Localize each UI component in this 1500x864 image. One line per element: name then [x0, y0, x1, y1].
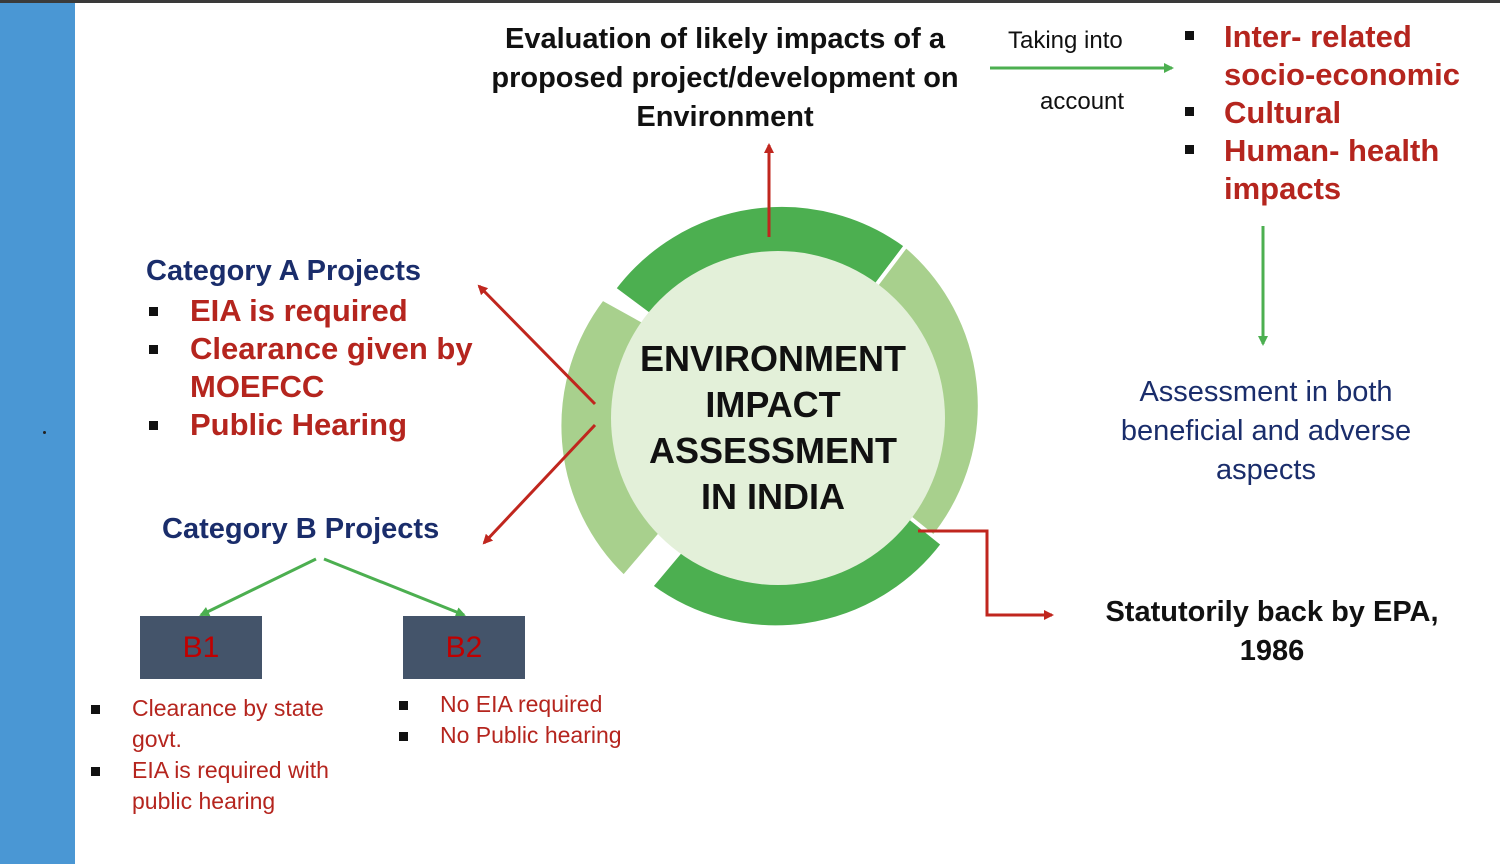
- category-a-title: Category A Projects: [146, 255, 422, 287]
- statutory-line: 1986: [1239, 635, 1305, 667]
- impact-item: Inter- related socio-economic: [1180, 18, 1500, 94]
- stray-mark: [43, 431, 46, 434]
- b2-item: No Public hearing: [398, 720, 658, 751]
- arrow-statutory: [918, 529, 1054, 620]
- impacts-list: Inter- related socio-economic Cultural H…: [1180, 18, 1500, 208]
- evaluation-line: Environment: [636, 101, 814, 133]
- center-title: ENVIRONMENT IMPACT ASSESSMENT IN INDIA: [612, 336, 934, 520]
- center-title-line: ASSESSMENT: [648, 430, 898, 471]
- category-a-item: EIA is required: [146, 292, 506, 330]
- center-title-line: IN INDIA: [701, 476, 845, 517]
- account-label: account: [1040, 88, 1125, 115]
- b2-box: B2: [403, 616, 525, 679]
- b2-list: No EIA required No Public hearing: [398, 689, 658, 751]
- b1-item: EIA is required with public hearing: [90, 755, 350, 817]
- statutory-line: Statutorily back by EPA,: [1105, 596, 1439, 628]
- taking-into-label: Taking into: [1008, 27, 1123, 54]
- center-title-line: IMPACT: [705, 384, 841, 425]
- arrow-to-b2: [323, 557, 466, 617]
- evaluation-text: Evaluation of likely impacts of a propos…: [455, 20, 995, 137]
- b1-list: Clearance by state govt. EIA is required…: [90, 693, 350, 817]
- category-a-list: EIA is required Clearance given by MOEFC…: [146, 292, 506, 444]
- left-accent-bar: [0, 3, 75, 864]
- impact-item: Human- health impacts: [1180, 132, 1500, 208]
- assessment-line: Assessment in both: [1139, 376, 1393, 408]
- assessment-line: beneficial and adverse: [1120, 415, 1412, 447]
- category-b-title: Category B Projects: [162, 513, 440, 545]
- arrow-category-b: [482, 423, 597, 545]
- b1-box: B1: [140, 616, 262, 679]
- category-a-item: Clearance given by MOEFCC: [146, 330, 506, 406]
- arrow-category-a: [477, 284, 597, 406]
- center-circle: [611, 251, 945, 585]
- b1-item: Clearance by state govt.: [90, 693, 350, 755]
- category-a-item: Public Hearing: [146, 406, 506, 444]
- impact-item: Cultural: [1180, 94, 1500, 132]
- evaluation-line: Evaluation of likely impacts of a: [505, 23, 945, 55]
- statutory-text: Statutorily back by EPA, 1986: [1078, 593, 1466, 671]
- center-title-line: ENVIRONMENT: [639, 338, 906, 379]
- top-border: [0, 0, 1500, 3]
- assessment-text: Assessment in both beneficial and advers…: [1080, 373, 1452, 490]
- assessment-line: aspects: [1216, 454, 1316, 486]
- arrow-to-b1: [199, 557, 317, 617]
- b2-item: No EIA required: [398, 689, 658, 720]
- evaluation-line: proposed project/development on: [491, 62, 959, 94]
